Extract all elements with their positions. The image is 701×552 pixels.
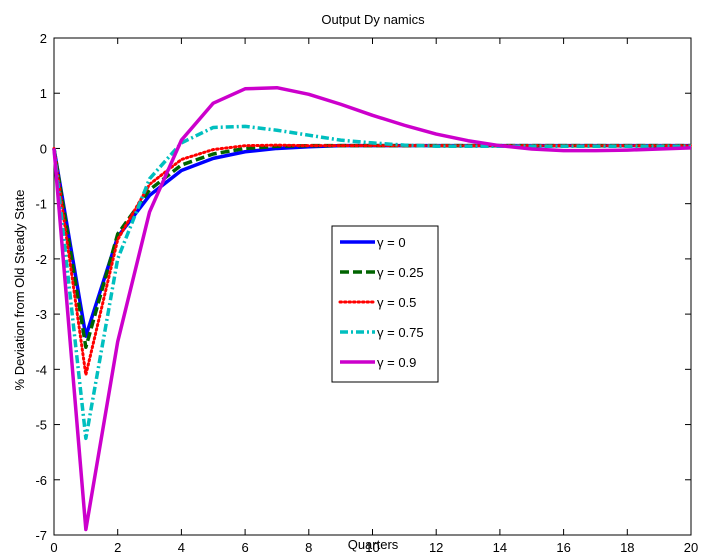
x-tick-label: 0 [50,540,57,552]
x-tick-label: 4 [178,540,185,552]
x-tick-label: 14 [493,540,507,552]
y-tick-label: 1 [40,86,47,101]
legend: γ = 0 γ = 0.25 γ = 0.5 γ = 0.75 γ = 0.9 [331,225,439,383]
legend-label-0: γ = 0 [377,235,406,250]
y-tick-label: -5 [35,418,47,433]
y-axis-title: % Deviation from Old Steady State [12,190,27,391]
y-tick-label: -4 [35,362,47,377]
x-tick-label: 12 [429,540,443,552]
legend-label-1: γ = 0.25 [377,265,424,280]
x-axis-title: Quarters [348,537,399,552]
series-line-2 [52,143,693,377]
legend-label-4: γ = 0.9 [377,355,416,370]
x-tick-label: 10 [365,540,379,552]
y-tick-label: -7 [35,528,47,543]
y-tick-label: -1 [35,197,47,212]
series-line-4 [52,85,692,532]
chart-title: Output Dy namics [321,12,425,27]
legend-label-3: γ = 0.75 [377,325,424,340]
series-line-3 [52,124,691,441]
y-tick-label: 0 [40,141,47,156]
x-tick-label: 2 [114,540,121,552]
y-tick-label: 2 [40,31,47,46]
y-tick-label: -2 [35,252,47,267]
y-tick-label: -6 [35,473,47,488]
y-tick-label: -3 [35,307,47,322]
series-layer [52,85,693,532]
x-tick-label: 16 [556,540,570,552]
legend-label-2: γ = 0.5 [377,295,416,310]
x-tick-label: 18 [620,540,634,552]
legend-box [331,225,439,383]
x-tick-label: 8 [305,540,312,552]
x-tick-label: 20 [684,540,698,552]
x-tick-label: 6 [241,540,248,552]
